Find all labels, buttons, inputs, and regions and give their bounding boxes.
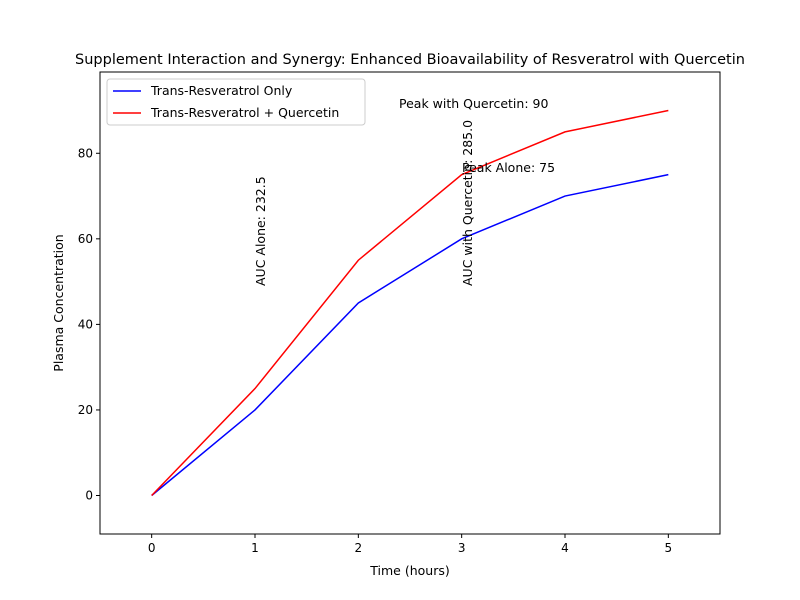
series-line — [151, 109, 669, 497]
y-tick-label: 80 — [78, 146, 93, 160]
x-tick-label: 0 — [148, 541, 156, 555]
y-tick-label: 40 — [78, 317, 93, 331]
annotation: Peak with Quercetin: 90 — [399, 96, 548, 111]
x-tick-label: 5 — [665, 541, 673, 555]
axes-frame — [99, 71, 721, 535]
x-tick-label: 4 — [561, 541, 569, 555]
series-line — [151, 173, 669, 497]
y-axis-label: Plasma Concentration — [51, 234, 66, 371]
x-tick-label: 3 — [458, 541, 466, 555]
y-tick-label: 60 — [78, 232, 93, 246]
legend-box — [106, 78, 366, 126]
y-tick-label: 20 — [78, 403, 93, 417]
legend-label: Trans-Resveratrol + Quercetin — [150, 105, 339, 120]
x-tick-label: 1 — [251, 541, 259, 555]
annotation: AUC with Quercetin: 285.0 — [460, 120, 475, 286]
annotation: AUC Alone: 232.5 — [253, 176, 268, 286]
x-axis-label: Time (hours) — [369, 563, 449, 578]
annotation: Peak Alone: 75 — [462, 160, 555, 175]
x-tick-label: 2 — [355, 541, 363, 555]
legend-label: Trans-Resveratrol Only — [150, 83, 293, 98]
chart-title: Supplement Interaction and Synergy: Enha… — [75, 52, 745, 68]
y-tick-label: 0 — [85, 489, 93, 503]
